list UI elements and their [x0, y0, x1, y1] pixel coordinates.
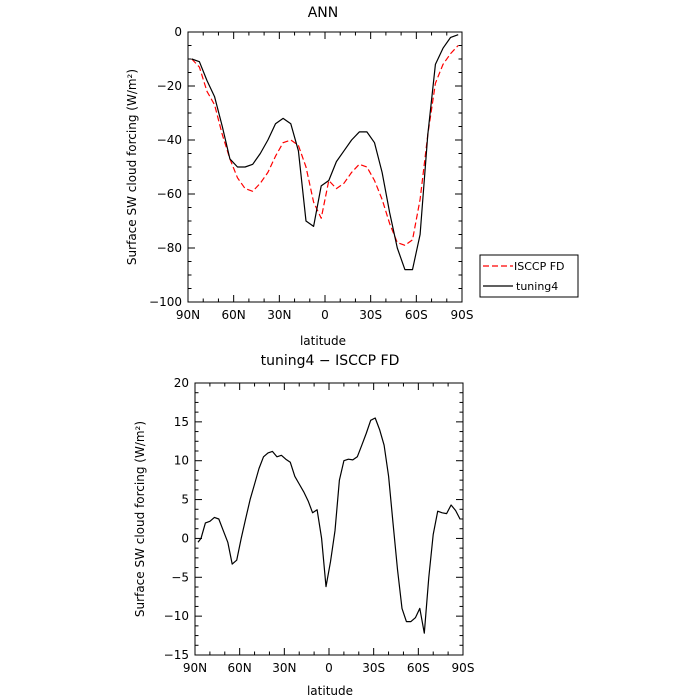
- legend-label-tuning4: tuning4: [516, 280, 558, 293]
- x-tick-label: 60S: [405, 308, 428, 322]
- x-tick-label: 90N: [183, 661, 207, 675]
- legend-box: [479, 254, 579, 298]
- series-line-tuning4: [191, 34, 459, 271]
- bottom-panel-title: tuning4 − ISCCP FD: [261, 353, 400, 369]
- top-panel: ANN latitude Surface SW cloud forcing (W…: [125, 5, 473, 348]
- series-line-isccp-fd: [191, 45, 459, 246]
- x-tick-label: 0: [325, 661, 333, 675]
- plot-frame: [187, 31, 463, 303]
- top-legend: ISCCP FD tuning4: [479, 254, 579, 298]
- y-tick-label: 20: [174, 376, 189, 390]
- x-tick-label: 60N: [228, 661, 252, 675]
- top-y-axis-title: Surface SW cloud forcing (W/m²): [125, 69, 139, 265]
- top-panel-title: ANN: [308, 5, 339, 21]
- bottom-y-axis-title: Surface SW cloud forcing (W/m²): [133, 421, 147, 617]
- y-tick-label: 15: [174, 415, 189, 429]
- y-tick-label: −40: [157, 133, 182, 147]
- y-tick-label: 10: [174, 454, 189, 468]
- bottom-x-axis-title: latitude: [307, 684, 353, 698]
- y-tick-label: −15: [164, 648, 189, 662]
- y-tick-label: −5: [171, 570, 189, 584]
- y-tick-label: 0: [174, 25, 182, 39]
- x-tick-label: 30S: [359, 308, 382, 322]
- x-tick-label: 30S: [362, 661, 385, 675]
- y-tick-label: 5: [181, 493, 189, 507]
- x-tick-label: 90S: [452, 661, 475, 675]
- y-tick-label: −20: [157, 79, 182, 93]
- x-tick-label: 30N: [267, 308, 291, 322]
- y-tick-label: −10: [164, 609, 189, 623]
- y-tick-label: 0: [181, 531, 189, 545]
- x-tick-label: 30N: [272, 661, 296, 675]
- x-tick-label: 60S: [407, 661, 430, 675]
- plot-frame: [194, 382, 464, 656]
- x-tick-label: 60N: [222, 308, 246, 322]
- y-tick-label: −100: [149, 295, 182, 309]
- x-tick-label: 90S: [451, 308, 474, 322]
- x-tick-label: 0: [321, 308, 329, 322]
- x-tick-label: 90N: [176, 308, 200, 322]
- legend-label-isccp: ISCCP FD: [514, 260, 565, 273]
- series-line-difference: [197, 417, 461, 634]
- top-x-axis-title: latitude: [300, 334, 346, 348]
- y-tick-label: −60: [157, 187, 182, 201]
- y-tick-label: −80: [157, 241, 182, 255]
- bottom-panel: tuning4 − ISCCP FD latitude Surface SW c…: [133, 353, 474, 698]
